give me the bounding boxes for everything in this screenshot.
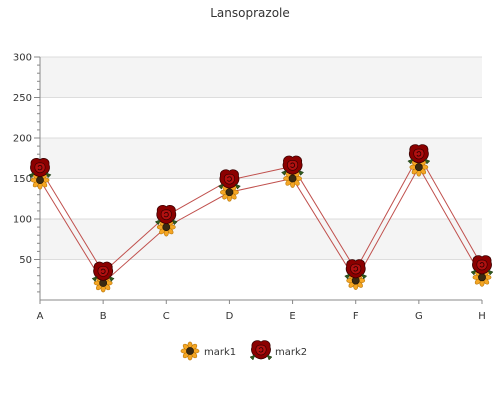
rose-icon bbox=[218, 169, 241, 190]
legend: mark1 mark2 bbox=[180, 340, 307, 361]
rose-icon bbox=[281, 155, 304, 176]
y-tick-label: 50 bbox=[19, 255, 32, 266]
rose-icon bbox=[154, 204, 178, 226]
x-axis-ticks: A B C D E F G H bbox=[37, 300, 486, 322]
legend-label-mark1: mark1 bbox=[204, 347, 236, 358]
x-tick-label: D bbox=[226, 311, 234, 322]
rose-icon bbox=[344, 259, 368, 280]
plot-bands bbox=[40, 57, 482, 300]
x-tick-label: A bbox=[37, 311, 44, 322]
gridlines bbox=[40, 56, 482, 260]
y-tick-label: 150 bbox=[13, 174, 32, 185]
rose-icon bbox=[91, 261, 115, 282]
legend-sunflower-icon bbox=[180, 341, 200, 361]
y-tick-label: 100 bbox=[13, 215, 32, 226]
x-tick-label: C bbox=[163, 311, 170, 322]
plot-band bbox=[40, 178, 482, 219]
y-tick-label: 250 bbox=[13, 93, 32, 104]
plot-band bbox=[40, 97, 482, 138]
plot-band bbox=[40, 57, 482, 98]
rose-icon bbox=[28, 158, 52, 179]
plot-band bbox=[40, 138, 482, 179]
series-line-mark1 bbox=[39, 166, 483, 284]
x-tick-label: G bbox=[415, 311, 423, 322]
legend-label-mark2: mark2 bbox=[275, 347, 307, 358]
series-line-mark2 bbox=[39, 153, 483, 274]
rose-icon bbox=[407, 144, 431, 165]
plot-band bbox=[40, 259, 482, 300]
y-tick-label: 300 bbox=[13, 53, 32, 64]
legend-rose-icon bbox=[249, 340, 273, 361]
y-axis-ticks: 50 100 150 200 250 300 bbox=[13, 53, 40, 293]
x-tick-label: F bbox=[353, 311, 359, 322]
rose-icon bbox=[470, 255, 494, 276]
x-tick-label: E bbox=[289, 311, 295, 322]
series-lines bbox=[39, 153, 483, 284]
y-tick-label: 200 bbox=[13, 134, 32, 145]
x-tick-label: H bbox=[478, 311, 486, 322]
chart-title: Lansoprazole bbox=[210, 6, 290, 20]
plot-band bbox=[40, 219, 482, 260]
x-tick-label: B bbox=[100, 311, 107, 322]
